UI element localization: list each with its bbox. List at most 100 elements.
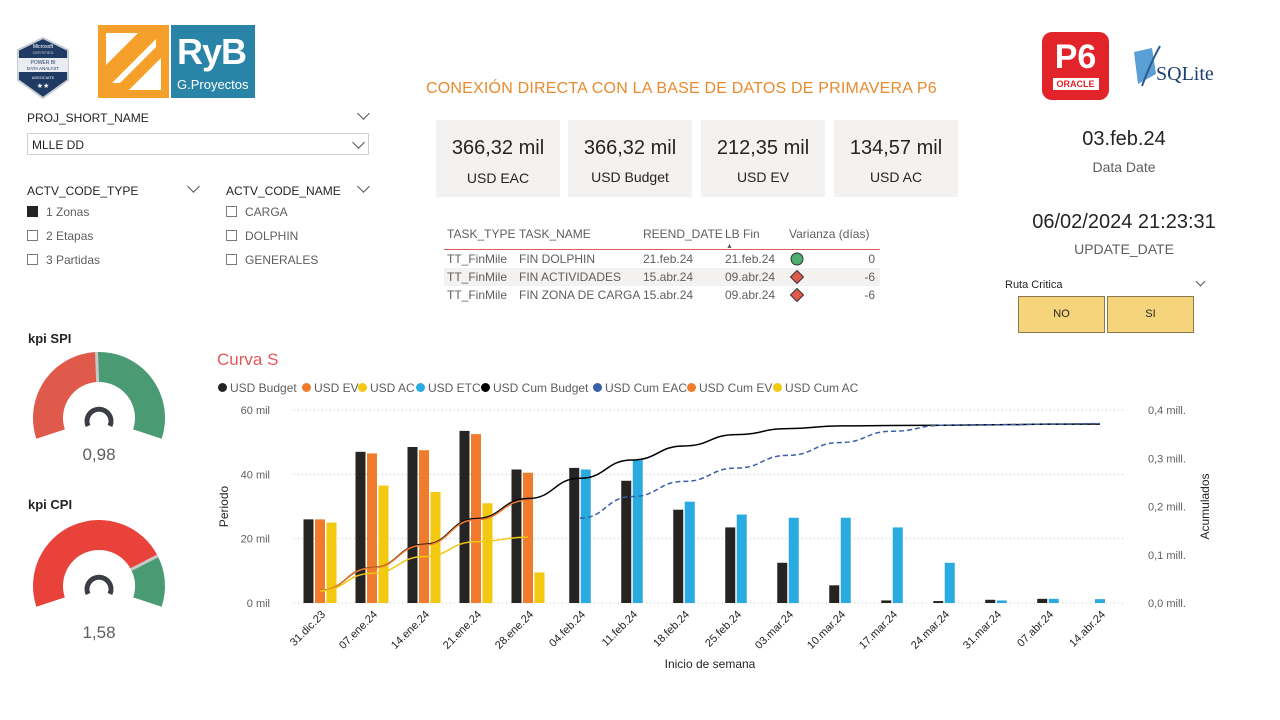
y2-tick-label: 0,1 mill. [1148, 550, 1186, 562]
bar-usd-etc [580, 469, 591, 603]
legend-item-usd-ev[interactable]: USD EV [302, 381, 359, 395]
line-usd-cum-ev [319, 499, 529, 592]
checkbox-checked-icon[interactable] [27, 206, 38, 218]
x-tick-label: 07.ene.24 [337, 609, 380, 652]
bar-usd-etc [632, 459, 643, 603]
kpi-spi-gauge [33, 351, 165, 439]
code-type-option-3[interactable]: 3 Partidas [27, 248, 100, 272]
proj-dropdown[interactable]: MLLE DD [27, 133, 369, 155]
checkbox-icon[interactable] [226, 254, 237, 266]
y2-tick-label: 0,3 mill. [1148, 453, 1186, 465]
code-name-slicer-label: ACTV_CODE_NAME [226, 184, 341, 198]
checkbox-icon[interactable] [226, 206, 237, 218]
sqlite-logo: SQLite [1130, 44, 1226, 90]
legend-dot-icon [593, 383, 602, 393]
gauge-value-segment [33, 352, 98, 439]
legend-dot-icon [416, 383, 425, 393]
sqlite-logo-text: SQLite [1156, 63, 1214, 85]
card-usd-ev: 212,35 mil USD EV [701, 120, 825, 197]
legend-item-usd-cum-ac[interactable]: USD Cum AC [773, 381, 858, 395]
legend-label: USD Cum EAC [605, 381, 688, 395]
gauge-remaining-segment [96, 352, 165, 439]
line-usd-cum-ac [319, 536, 529, 592]
legend-dot-icon [773, 383, 782, 393]
table-row[interactable]: TT_FinMile FIN ACTIVIDADES 15.abr.24 09.… [444, 268, 880, 286]
option-label: DOLPHIN [245, 229, 299, 243]
bar-usd-budget [673, 509, 684, 603]
checkbox-icon[interactable] [27, 254, 38, 266]
cell-task-type: TT_FinMile [447, 252, 508, 266]
bar-usd-etc [996, 600, 1007, 603]
legend-dot-icon [218, 383, 227, 393]
bar-usd-etc [1095, 599, 1105, 603]
bar-usd-ac [482, 503, 493, 603]
data-date-value: 03.feb.24 [1082, 128, 1166, 150]
col-reend-date[interactable]: REEND_DATE [643, 227, 723, 241]
code-type-slicer-label: ACTV_CODE_TYPE [27, 184, 139, 198]
code-type-option-1[interactable]: 1 Zonas [27, 200, 100, 224]
ruta-critica-si-button[interactable]: SI [1107, 296, 1194, 333]
report-title: CONEXIÓN DIRECTA CON LA BASE DE DATOS DE… [426, 80, 937, 97]
code-name-option-carga[interactable]: CARGA [226, 200, 318, 224]
kpi-spi-title: kpi SPI [28, 331, 72, 346]
col-task-type[interactable]: TASK_TYPE [447, 227, 516, 241]
gauge-needle [130, 554, 159, 571]
card-label: USD EAC [466, 170, 530, 186]
data-date-label: Data Date [1092, 159, 1156, 175]
x-tick-label: 10.mar.24 [805, 609, 848, 652]
update-date-value: 06/02/2024 21:23:31 [1032, 211, 1216, 233]
legend-item-usd-ac[interactable]: USD AC [358, 381, 415, 395]
checkbox-icon[interactable] [27, 230, 38, 242]
x-tick-label: 14.ene.24 [389, 609, 432, 652]
y-tick-label: 0 mil [247, 598, 270, 610]
legend-label: USD Cum AC [785, 381, 859, 395]
checkbox-icon[interactable] [226, 230, 237, 242]
code-type-option-2[interactable]: 2 Etapas [27, 224, 100, 248]
col-varianza[interactable]: Varianza (días) [789, 227, 870, 241]
bar-usd-budget [829, 585, 840, 603]
bar-usd-budget [303, 519, 314, 603]
proj-slicer-label: PROJ_SHORT_NAME [27, 111, 149, 125]
bar-usd-budget [459, 430, 470, 603]
x-tick-label: 25.feb.24 [703, 609, 744, 650]
legend-item-usd-cum-budget[interactable]: USD Cum Budget [481, 381, 588, 395]
x-axis-title: Inicio de semana [665, 657, 756, 671]
col-lb-fin[interactable]: LB Fin [725, 227, 760, 241]
cell-task-type: TT_FinMile [447, 270, 508, 284]
p6-logo-text: P6 [1054, 38, 1097, 76]
legend-item-usd-etc[interactable]: USD ETC [416, 381, 481, 395]
y-tick-label: 40 mil [241, 469, 270, 481]
table-row[interactable]: TT_FinMile FIN DOLPHIN 21.feb.24 21.feb.… [444, 250, 880, 268]
kpi-cpi-title: kpi CPI [28, 497, 73, 512]
legend-item-usd-cum-eac[interactable]: USD Cum EAC [593, 381, 687, 395]
card-value: 134,57 mil [849, 137, 943, 159]
bar-usd-etc [944, 562, 955, 603]
y-tick-label: 20 mil [241, 534, 270, 546]
table-row[interactable]: TT_FinMile FIN ZONA DE CARGA 15.abr.24 0… [444, 286, 880, 304]
x-tick-label: 17.mar.24 [857, 609, 900, 652]
x-tick-label: 11.feb.24 [600, 609, 640, 649]
bar-usd-budget [355, 451, 366, 603]
y2-tick-label: 0,0 mill. [1148, 598, 1186, 610]
code-name-option-generales[interactable]: GENERALES [226, 248, 318, 272]
legend-item-usd-budget[interactable]: USD Budget [218, 381, 297, 395]
x-tick-label: 04.feb.24 [547, 609, 588, 650]
bar-usd-etc [892, 527, 903, 603]
cell-varianza: 0 [868, 252, 875, 266]
card-value: 212,35 mil [716, 137, 810, 159]
kpi-cpi-gauge [32, 519, 165, 607]
cell-task-type: TT_FinMile [447, 288, 508, 302]
legend-label: USD Cum EV [699, 381, 773, 395]
ruta-critica-no-button[interactable]: NO [1018, 296, 1105, 333]
bar-usd-budget [1037, 598, 1048, 603]
legend-item-usd-cum-ev[interactable]: USD Cum EV [687, 381, 772, 395]
chart-title: Curva S [217, 350, 279, 369]
badge-line-2: POWER BI [30, 60, 55, 66]
ryb-logo-mark [98, 25, 169, 98]
kpi-cpi-value: 1,58 [82, 623, 116, 642]
code-name-option-dolphin[interactable]: DOLPHIN [226, 224, 318, 248]
card-label: USD EV [736, 169, 790, 185]
col-task-name[interactable]: TASK_NAME [519, 227, 591, 241]
gauge-needle [95, 351, 100, 383]
ryb-logo-subtext: G.Proyectos [177, 77, 249, 92]
